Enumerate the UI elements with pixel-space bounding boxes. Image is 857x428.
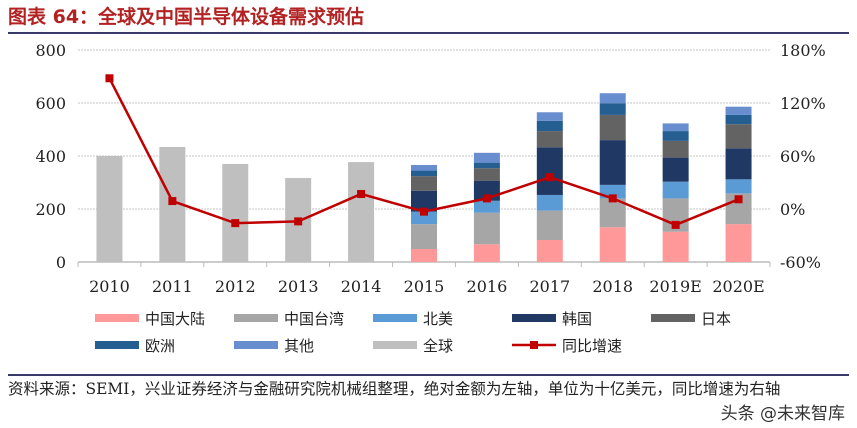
x-tick-label: 2019E	[649, 277, 701, 296]
source-note: 资料来源：SEMI，兴业证券经济与金融研究院机械组整理，绝对金额为左轴，单位为十…	[8, 380, 781, 398]
y2-tick-label: 0%	[780, 200, 805, 219]
bar-segment	[725, 179, 752, 194]
bar-segment	[599, 93, 626, 104]
x-tick-label: 2013	[278, 277, 319, 296]
y2-tick-label: -60%	[780, 253, 821, 272]
legend-swatch	[95, 314, 139, 322]
bar-segment	[536, 112, 563, 121]
growth-point	[420, 207, 428, 216]
bar-segment	[536, 147, 563, 195]
x-tick-label: 2012	[215, 277, 256, 296]
source-divider	[8, 374, 849, 376]
bar-segment	[599, 227, 626, 262]
bar-global	[348, 162, 375, 262]
watermark: 头条 @未来智库	[720, 404, 845, 424]
legend-swatch	[234, 314, 278, 322]
bar-segment	[536, 194, 563, 211]
y-tick-label: 800	[35, 41, 66, 60]
growth-point	[545, 173, 554, 182]
legend-label: 中国台湾	[284, 310, 344, 328]
y2-tick-label: 120%	[780, 94, 826, 113]
legend-swatch	[373, 314, 417, 322]
bar-segment	[725, 148, 752, 180]
bar-segment	[662, 181, 689, 199]
title-divider	[8, 32, 849, 34]
bar-segment	[662, 157, 689, 182]
bar-segment	[536, 210, 563, 241]
y-tick-label: 400	[35, 147, 66, 166]
bar-segment	[662, 123, 689, 132]
growth-point	[294, 217, 303, 226]
legend-label: 韩国	[562, 310, 592, 328]
bar-segment	[411, 211, 437, 225]
legend-label: 中国大陆	[145, 310, 205, 328]
legend-swatch	[373, 341, 417, 349]
x-tick-label: 2010	[89, 277, 130, 296]
bar-segment	[411, 176, 437, 191]
x-tick-label: 2018	[592, 277, 633, 296]
bar-segment	[411, 170, 437, 177]
legend-swatch	[95, 341, 139, 349]
growth-point	[608, 194, 617, 203]
bar-segment	[725, 114, 752, 125]
y2-tick-label: 180%	[780, 41, 826, 60]
bar-segment	[536, 240, 563, 262]
legend-swatch	[234, 341, 278, 349]
bar-segment	[599, 114, 626, 141]
chart-title: 图表 64：全球及中国半导体设备需求预估	[8, 6, 365, 28]
x-tick-label: 2016	[467, 277, 508, 296]
legend-label: 全球	[423, 337, 453, 355]
bar-segment	[599, 103, 626, 115]
legend-label: 其他	[284, 337, 314, 355]
y-tick-label: 0	[56, 253, 66, 272]
x-tick-label: 2011	[152, 277, 193, 296]
growth-point	[357, 189, 366, 198]
bar-segment	[662, 140, 689, 158]
bar-segment	[725, 224, 752, 262]
growth-point	[105, 74, 114, 83]
legend-marker	[530, 341, 538, 349]
bar-segment	[411, 165, 437, 171]
bar-global	[222, 163, 249, 262]
bar-segment	[599, 140, 626, 185]
x-tick-label: 2014	[341, 277, 382, 296]
growth-point	[168, 197, 177, 206]
x-tick-label: 2017	[529, 277, 570, 296]
bar-segment	[473, 168, 500, 181]
y2-tick-label: 60%	[780, 147, 816, 166]
bar-segment	[411, 190, 437, 212]
bar-segment	[536, 131, 563, 148]
growth-point	[231, 219, 240, 228]
bar-segment	[473, 200, 500, 213]
legend-swatch	[512, 314, 556, 322]
growth-point	[671, 220, 680, 229]
bar-global	[96, 156, 123, 262]
x-tick-label: 2015	[404, 277, 445, 296]
bar-segment	[411, 224, 437, 250]
y-tick-label: 200	[35, 200, 66, 219]
bar-segment	[473, 212, 500, 245]
growth-point	[734, 195, 743, 204]
legend-label: 同比增速	[562, 337, 622, 355]
chart: 0 200 400 600 800 -60% 0% 60% 120% 180% 2010 2011 20…	[35, 41, 826, 355]
bar-segment	[536, 120, 563, 132]
bar-segment	[662, 231, 689, 262]
bar-segment	[725, 106, 752, 115]
legend-label: 北美	[423, 310, 453, 328]
y-tick-label: 600	[35, 94, 66, 113]
bar-segment	[473, 162, 500, 169]
bar-segment	[411, 249, 437, 262]
bar-segment	[725, 124, 752, 149]
legend-label: 欧洲	[145, 337, 175, 355]
x-tick-label: 2020E	[712, 277, 764, 296]
bar-segment	[473, 152, 500, 163]
bar-segment	[662, 131, 689, 141]
bar-segment	[473, 244, 500, 262]
legend-swatch	[651, 314, 695, 322]
growth-point	[482, 194, 491, 203]
legend-label: 日本	[701, 310, 731, 328]
